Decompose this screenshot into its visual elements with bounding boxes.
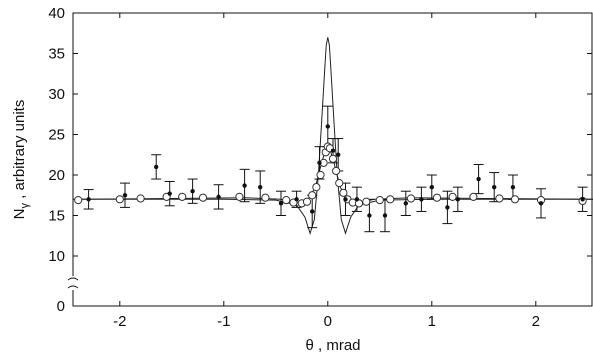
y-axis-label-sub: γ <box>19 203 31 209</box>
y-tick-label: 25 <box>48 127 65 144</box>
data-point-filled <box>278 201 284 206</box>
data-point-filled <box>538 201 544 206</box>
data-point-filled <box>167 191 172 196</box>
data-point-open <box>74 196 83 205</box>
data-point-filled <box>317 160 322 166</box>
y-tick-label: 35 <box>48 46 65 63</box>
y-tick-label: 0 <box>57 298 65 315</box>
data-point-filled <box>86 197 91 202</box>
data-point-open <box>510 195 520 204</box>
data-point-filled <box>258 184 263 190</box>
data-point-open <box>432 193 442 202</box>
data-point-filled <box>455 197 460 202</box>
data-point-open <box>335 179 344 188</box>
data-point-open <box>198 193 208 202</box>
data-point-open <box>448 192 457 201</box>
y-tick-label: 40 <box>48 5 65 22</box>
data-point-filled <box>216 194 221 200</box>
x-tick-label: 1 <box>428 313 436 330</box>
x-tick-label: 0 <box>324 313 332 330</box>
series-dots <box>86 124 585 218</box>
y-axis-label: Nγ , arbitrary units <box>11 100 31 220</box>
data-point-filled <box>580 197 585 202</box>
data-point-filled <box>492 184 497 190</box>
axis-ticks: 0 10 15 20 25 30 35 40 -2 -1 0 1 2 <box>48 5 592 330</box>
data-point-filled <box>330 148 336 153</box>
data-point-open <box>312 183 321 192</box>
y-axis-label-main: N <box>11 209 28 220</box>
data-point-filled <box>336 152 341 157</box>
data-point-open <box>386 195 395 204</box>
data-point-open <box>115 195 124 204</box>
data-point-open <box>328 154 338 163</box>
data-point-filled <box>382 213 388 218</box>
data-point-open <box>136 194 145 203</box>
data-point-filled <box>419 197 424 202</box>
data-point-filled <box>403 201 408 206</box>
data-point-filled <box>476 176 481 182</box>
data-point-open <box>406 194 416 203</box>
data-point-filled <box>343 197 348 202</box>
data-point-filled <box>242 183 247 188</box>
y-tick-label: 10 <box>48 248 65 265</box>
data-point-filled <box>190 189 195 194</box>
data-point-open <box>282 196 291 205</box>
data-point-filled <box>310 209 315 214</box>
data-point-filled <box>429 184 434 190</box>
data-point-filled <box>354 197 360 202</box>
y-tick-label: 20 <box>48 167 65 184</box>
x-tick-label: -2 <box>113 313 126 330</box>
data-point-filled <box>154 164 159 170</box>
y-tick-label: 15 <box>48 208 65 225</box>
data-point-open <box>235 192 244 201</box>
series-lines <box>72 37 593 235</box>
data-point-open <box>178 192 187 201</box>
plot-frame <box>72 12 593 307</box>
axis-break-marker <box>67 276 79 290</box>
axis-break-gap <box>69 276 77 290</box>
data-point-open <box>308 191 317 200</box>
y-axis-label-rest: , arbitrary units <box>11 100 28 203</box>
data-point-open <box>495 194 504 203</box>
data-point-open <box>316 170 325 180</box>
x-tick-label: 2 <box>532 313 540 330</box>
series-circles <box>74 142 587 208</box>
data-point-filled <box>367 213 372 218</box>
axis-break-lines <box>67 277 79 289</box>
data-point-open <box>302 197 312 206</box>
data-point-filled <box>510 184 516 190</box>
data-point-filled <box>445 205 450 210</box>
data-point-open <box>339 188 348 197</box>
data-point-open <box>362 197 371 206</box>
data-point-filled <box>294 197 299 202</box>
x-tick-label: -1 <box>217 313 230 330</box>
data-point-filled <box>122 193 128 198</box>
sharp-peak-line <box>73 37 593 235</box>
data-point-open <box>375 196 384 205</box>
data-point-open <box>261 193 270 202</box>
x-axis-label: θ , mrad <box>305 337 360 354</box>
data-point-open <box>332 166 341 176</box>
data-point-open <box>469 192 478 201</box>
y-tick-label: 30 <box>48 86 65 103</box>
data-point-filled <box>325 124 330 129</box>
